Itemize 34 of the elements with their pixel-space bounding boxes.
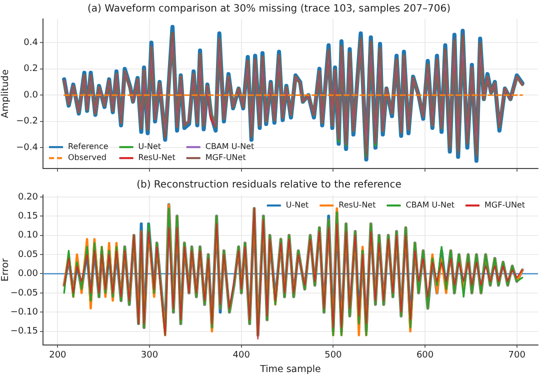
y-tick-label: −0.15 (10, 326, 38, 337)
y-axis-title: Error (0, 258, 12, 282)
y-tick-label: −0.05 (10, 288, 38, 298)
x-tick-label: 600 (416, 350, 434, 361)
y-tick-label: 0.4 (24, 38, 38, 48)
y-tick-label: 0.15 (18, 211, 38, 222)
x-tick-label: 400 (232, 350, 250, 361)
x-tick-label: 500 (324, 350, 342, 361)
legend-label: CBAM U-Net (205, 142, 254, 152)
chart-title: (a) Waveform comparison at 30% missing (trace 103, samples 207–706) (88, 4, 451, 15)
legend-label: Observed (68, 153, 106, 162)
y-tick-label: 0.20 (18, 192, 38, 202)
y-tick-label: −0.4 (16, 142, 38, 153)
y-tick-label: 0.05 (18, 250, 38, 260)
legend-label: MGF-UNet (205, 153, 246, 162)
x-axis-title: Time sample (259, 364, 322, 375)
y-tick-label: −0.2 (16, 116, 38, 127)
x-tick-label: 700 (508, 350, 526, 361)
legend-label: ResU-Net (138, 153, 176, 162)
legend-label: U-Net (286, 200, 309, 210)
legend-label: Reference (68, 142, 108, 152)
x-tick-label: 200 (49, 350, 67, 361)
chart-title: (b) Reconstruction residuals relative to the reference (136, 180, 402, 191)
y-tick-label: 0.2 (24, 64, 38, 74)
legend-label: MGF-UNet (484, 200, 526, 210)
y-tick-label: 0.0 (24, 90, 38, 100)
y-tick-label: −0.10 (10, 307, 38, 318)
legend-label: CBAM U-Net (406, 200, 455, 210)
y-tick-label: 0.00 (18, 269, 38, 280)
y-tick-label: 0.10 (18, 230, 38, 241)
legend-label: U-Net (138, 142, 162, 152)
y-axis-title: Amplitude (0, 69, 12, 118)
x-tick-label: 300 (140, 350, 158, 361)
legend-label: ResU-Net (338, 200, 376, 210)
